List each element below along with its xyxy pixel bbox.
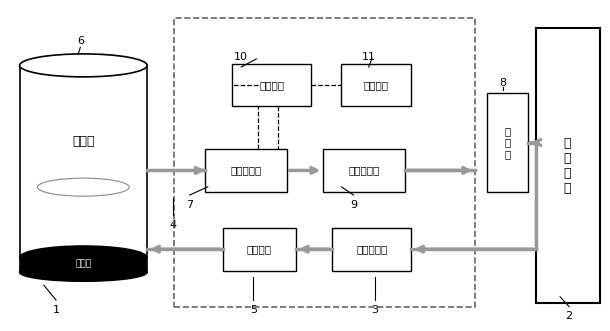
Text: 恒温板: 恒温板 (75, 260, 92, 268)
Text: 针孔排气阀: 针孔排气阀 (348, 166, 380, 175)
FancyBboxPatch shape (232, 64, 311, 107)
Text: 减
压
阀: 减 压 阀 (504, 126, 511, 159)
Text: 11: 11 (362, 52, 376, 62)
Ellipse shape (20, 263, 147, 281)
Text: 预
混
气
体: 预 混 气 体 (564, 136, 572, 195)
Text: 2: 2 (565, 311, 573, 321)
Text: 显示面板: 显示面板 (364, 80, 389, 90)
FancyBboxPatch shape (223, 228, 296, 270)
Text: 进气开关: 进气开关 (247, 244, 272, 254)
Text: 5: 5 (250, 305, 257, 315)
Ellipse shape (20, 246, 147, 269)
Text: 培养室: 培养室 (72, 135, 95, 148)
Text: 6: 6 (77, 36, 84, 46)
Text: 控制装置: 控制装置 (259, 80, 284, 90)
Text: 9: 9 (350, 200, 357, 210)
Text: 气体流量计: 气体流量计 (356, 244, 387, 254)
FancyBboxPatch shape (342, 64, 411, 107)
FancyBboxPatch shape (205, 149, 287, 192)
Bar (20, 258, 147, 272)
FancyBboxPatch shape (20, 66, 147, 272)
Text: 7: 7 (186, 200, 193, 210)
Ellipse shape (20, 54, 147, 77)
FancyBboxPatch shape (323, 149, 405, 192)
FancyBboxPatch shape (332, 228, 411, 270)
Text: 4: 4 (170, 219, 177, 230)
FancyBboxPatch shape (536, 28, 600, 303)
Text: 压力感应器: 压力感应器 (230, 166, 262, 175)
Text: 10: 10 (234, 52, 248, 62)
Text: 8: 8 (500, 78, 506, 88)
Text: 1: 1 (52, 305, 60, 315)
Text: 3: 3 (371, 305, 378, 315)
FancyBboxPatch shape (487, 93, 528, 192)
